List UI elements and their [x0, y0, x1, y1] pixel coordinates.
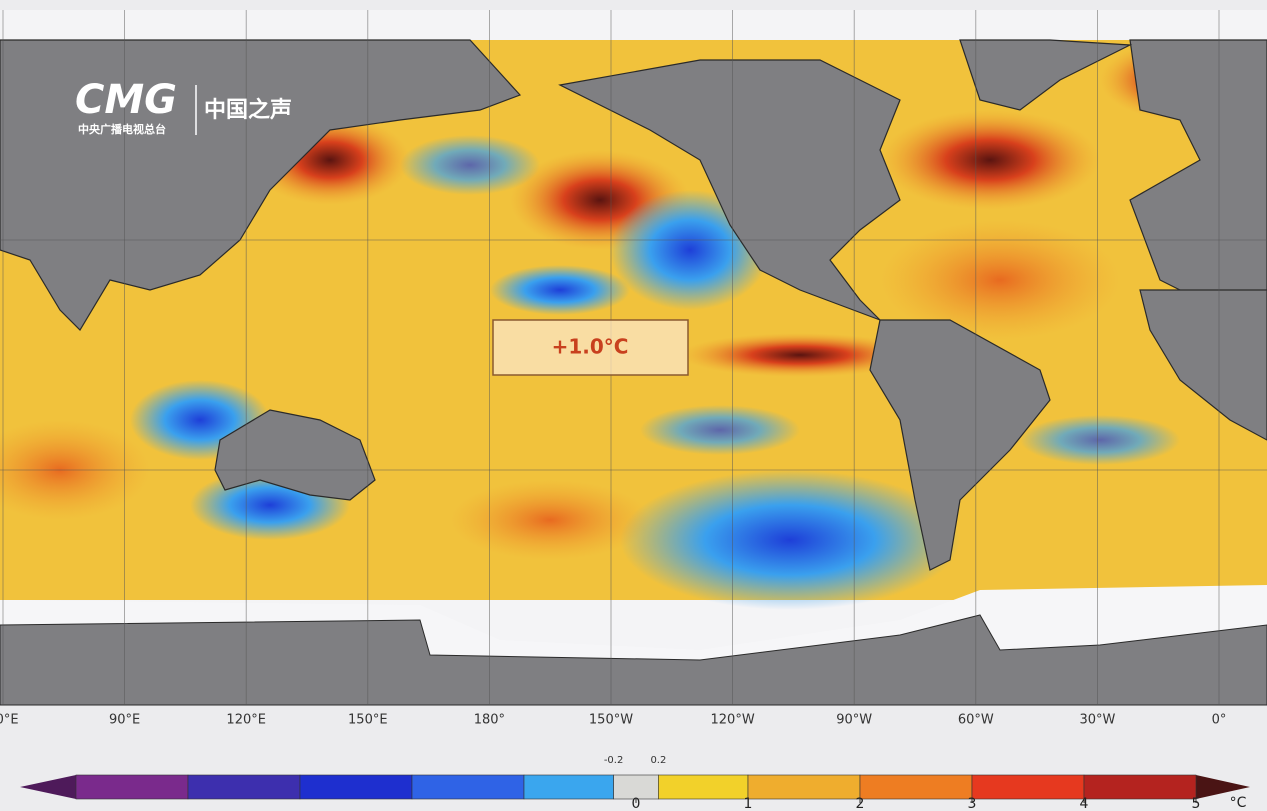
colorbar-segment	[859, 774, 973, 800]
longitude-label: 150°W	[589, 713, 633, 728]
eurasia	[0, 39, 522, 331]
colorbar-minor-label: -0.2	[604, 755, 624, 766]
colorbar-tick-label: 4	[1080, 796, 1089, 811]
longitude-label: 30°W	[1079, 713, 1115, 728]
colorbar-segment	[299, 774, 413, 800]
longitude-labels: 60°E 90°E 120°E 150°E 180° 150°W 120°W 90°W 60°W…	[0, 713, 1226, 728]
colorbar-segment	[1083, 774, 1197, 800]
longitude-label: 120°E	[226, 713, 266, 728]
greenland	[959, 39, 1133, 111]
longitude-label: 90°E	[109, 713, 140, 728]
longitude-label: 180°	[474, 713, 505, 728]
colorbar-segment	[971, 774, 1085, 800]
colorbar-segment	[523, 774, 614, 800]
africa	[1139, 289, 1267, 441]
colorbar-segment	[747, 774, 861, 800]
longitude-label: 90°W	[836, 713, 872, 728]
south-america	[869, 319, 1051, 571]
logo-brand: CMG	[75, 77, 177, 123]
cool-blob	[400, 135, 540, 195]
annotation-box	[492, 319, 689, 376]
cool-blob	[1020, 415, 1180, 465]
colorbar-tick-label: 5	[1192, 796, 1201, 811]
antarctica	[0, 614, 1267, 706]
colorbar-tick-label: 2	[856, 796, 865, 811]
colorbar-under	[20, 775, 76, 799]
colorbar-segment	[75, 774, 189, 800]
colorbar-segment	[658, 774, 749, 800]
colorbar-unit: °C	[1230, 795, 1247, 811]
colorbar-minor-label: 0.2	[650, 755, 666, 766]
logo-channel: 中国之声	[204, 97, 292, 123]
warm-blob	[450, 480, 650, 560]
warm-blob	[880, 220, 1120, 340]
cool-blob	[640, 405, 800, 455]
logo-network: 中央广播电视总台	[78, 122, 166, 136]
longitude-label: 60°W	[958, 713, 994, 728]
north-america	[558, 59, 901, 321]
longitude-label: 150°E	[348, 713, 388, 728]
longitude-label: 120°W	[711, 713, 755, 728]
colorbar-over	[1196, 775, 1250, 799]
land	[0, 39, 1267, 571]
colorbar: 0 1 2 3 4 5 -0.2 0.2 °C	[20, 755, 1250, 811]
colorbar-segment	[187, 774, 301, 800]
colorbar-tick-label: 0	[632, 796, 641, 811]
longitude-label: 60°E	[0, 713, 19, 728]
colorbar-tick-label: 3	[968, 796, 977, 811]
colorbar-tick-label: 1	[744, 796, 753, 811]
cool-blob	[620, 470, 960, 610]
longitude-label: 0°	[1212, 713, 1227, 728]
cool-blob	[490, 265, 630, 315]
graticule	[0, 239, 1267, 471]
warm-blob	[880, 110, 1100, 210]
australia	[214, 409, 376, 501]
warm-blob	[680, 333, 920, 377]
colorbar-segment	[411, 774, 525, 800]
annotation: +1.0°C	[552, 335, 629, 359]
